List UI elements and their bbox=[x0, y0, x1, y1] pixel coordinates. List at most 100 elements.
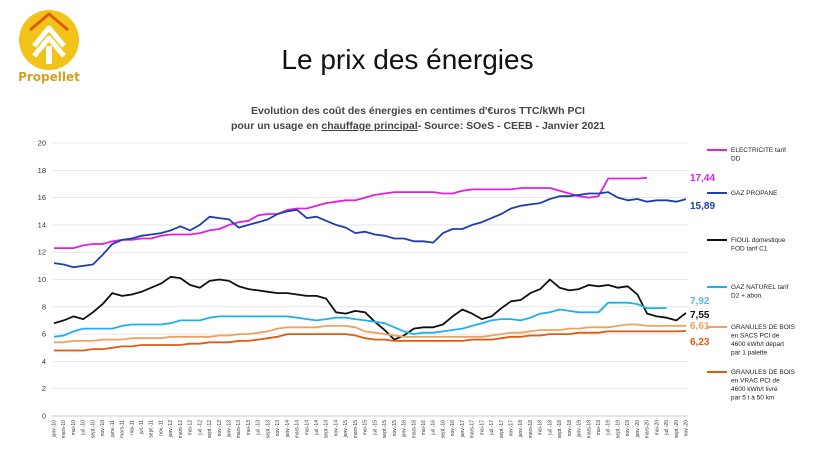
legend-label: DD bbox=[731, 156, 741, 163]
x-tick-label: mars-15 bbox=[353, 420, 359, 439]
series-end-value: 6,23 bbox=[690, 337, 710, 348]
x-tick-label: nov.-17 bbox=[508, 420, 514, 437]
x-tick-label: juil.-13 bbox=[256, 420, 262, 436]
x-tick-label: juil.-11 bbox=[139, 420, 145, 436]
x-tick-label: juil.-17 bbox=[489, 420, 495, 436]
chart-title-emphasis: chauffage principal bbox=[321, 120, 418, 132]
x-tick-label: nov.-19 bbox=[625, 420, 631, 437]
legend-label: en SACS PCI de bbox=[731, 333, 780, 340]
x-tick-label: mars-10 bbox=[61, 420, 67, 439]
y-tick-label: 4 bbox=[42, 357, 46, 366]
brand-name: Propellet bbox=[18, 70, 80, 84]
series-line bbox=[53, 301, 667, 338]
y-tick-label: 10 bbox=[38, 275, 46, 284]
series-line bbox=[53, 275, 687, 341]
x-tick-label: mai-17 bbox=[479, 420, 485, 436]
x-tick-label: mars-12 bbox=[178, 420, 184, 439]
y-tick-label: 0 bbox=[42, 412, 46, 421]
y-tick-label: 8 bbox=[42, 302, 46, 311]
propellet-logo bbox=[19, 10, 79, 70]
y-tick-label: 6 bbox=[42, 330, 46, 339]
chart-title: Evolution des coût des énergies en centi… bbox=[208, 104, 628, 134]
y-tick-label: 2 bbox=[42, 384, 46, 393]
legend-label: FIOUL domestique bbox=[731, 237, 786, 244]
x-tick-label: sept.-11 bbox=[149, 420, 155, 438]
x-tick-label: nov.-13 bbox=[275, 420, 281, 437]
x-tick-label: mars-16 bbox=[411, 420, 417, 439]
x-tick-label: juil.-15 bbox=[372, 420, 378, 436]
series-line bbox=[53, 191, 687, 269]
x-tick-label: mai-11 bbox=[129, 420, 135, 435]
y-tick-label: 14 bbox=[38, 220, 46, 229]
legend-label: GRANULES DE BOIS bbox=[731, 369, 796, 376]
legend-label: ELECTRICITE tarif bbox=[731, 147, 786, 154]
x-tick-label: janv.-18 bbox=[518, 420, 524, 439]
x-tick-label: sept.-14 bbox=[324, 420, 330, 438]
x-tick-label: mai-18 bbox=[538, 420, 544, 436]
legend-label: GAZ PROPANE bbox=[731, 190, 778, 197]
series-end-value: 7,92 bbox=[690, 296, 710, 307]
legend-label: 4600 kWh/t départ bbox=[731, 341, 784, 348]
legend-label: FOD tarif C1 bbox=[731, 246, 768, 253]
x-tick-label: sept.-19 bbox=[615, 420, 621, 438]
chart-title-prefix: pour un usage en bbox=[230, 120, 322, 132]
x-tick-label: juil.-16 bbox=[431, 420, 437, 436]
x-tick-label: janv.-12 bbox=[168, 420, 174, 439]
x-tick-label: sept.-15 bbox=[382, 420, 388, 438]
x-tick-label: mai-13 bbox=[246, 420, 252, 436]
x-tick-label: mai-20 bbox=[654, 420, 660, 436]
slide-title: Le prix des énergies bbox=[281, 44, 534, 75]
x-tick-label: mars-11 bbox=[120, 420, 126, 438]
x-tick-label: mars-14 bbox=[295, 420, 301, 439]
x-tick-label: juil.-10 bbox=[81, 420, 87, 436]
x-tick-label: janv.-15 bbox=[343, 420, 349, 439]
x-tick-label: sept.-17 bbox=[499, 420, 505, 438]
x-tick-label: nov.-10 bbox=[100, 420, 106, 437]
x-tick-label: juil.-14 bbox=[314, 420, 320, 436]
x-tick-label: mars-20 bbox=[645, 420, 651, 439]
series-end-value: 17,44 bbox=[690, 173, 715, 184]
x-tick-label: janv.-20 bbox=[635, 420, 641, 439]
y-tick-label: 16 bbox=[38, 193, 46, 202]
x-tick-label: sept.-13 bbox=[265, 420, 271, 438]
legend-label: GRANULES DE BOIS bbox=[731, 324, 796, 331]
x-tick-label: nov.-18 bbox=[567, 420, 573, 437]
legend-label: D2 + abon. bbox=[731, 293, 763, 300]
y-tick-label: 20 bbox=[38, 139, 46, 148]
x-tick-label: janv.-19 bbox=[577, 420, 583, 439]
x-tick-label: mars-13 bbox=[236, 420, 242, 439]
x-tick-label: sept.-16 bbox=[440, 420, 446, 438]
series-end-value: 6,61 bbox=[690, 321, 710, 332]
legend-label: par 1 palette bbox=[731, 350, 768, 357]
legend-label: GAZ NATUREL tarif bbox=[731, 284, 789, 291]
x-tick-label: juil.-12 bbox=[197, 420, 203, 436]
y-tick-label: 12 bbox=[38, 248, 46, 257]
x-tick-label: janv.-13 bbox=[227, 420, 233, 439]
x-tick-label: mai-16 bbox=[421, 420, 427, 436]
x-tick-label: nov.-15 bbox=[392, 420, 398, 437]
x-tick-label: juil.-20 bbox=[664, 420, 670, 436]
x-tick-label: nov.-16 bbox=[450, 420, 456, 437]
x-tick-label: janv.-16 bbox=[402, 420, 408, 439]
x-tick-label: janv.-11 bbox=[110, 420, 116, 438]
x-tick-label: sept.-20 bbox=[674, 420, 680, 438]
y-tick-label: 18 bbox=[38, 166, 46, 175]
series-line bbox=[54, 323, 687, 344]
x-tick-label: janv.-10 bbox=[52, 420, 58, 439]
series-end-value: 7,55 bbox=[690, 310, 710, 321]
chart-title-line1: Evolution des coût des énergies en centi… bbox=[251, 105, 585, 117]
x-tick-label: nov.-14 bbox=[333, 420, 339, 437]
chart-title-line2: pour un usage en chauffage principal- So… bbox=[208, 119, 628, 134]
x-tick-label: sept.-10 bbox=[90, 420, 96, 438]
x-tick-label: nov.-11 bbox=[158, 420, 164, 436]
x-tick-label: sept.-12 bbox=[207, 420, 213, 438]
x-tick-label: nov.-20 bbox=[684, 420, 690, 437]
x-tick-label: mai-14 bbox=[304, 420, 310, 436]
x-tick-label: mars-19 bbox=[586, 420, 592, 439]
legend-label: 4600 kWh/t livré bbox=[731, 386, 778, 393]
series-line bbox=[54, 177, 648, 249]
series-end-value: 15,89 bbox=[690, 201, 715, 212]
x-tick-label: juil.-18 bbox=[547, 420, 553, 436]
x-tick-label: sept.-18 bbox=[557, 420, 563, 438]
